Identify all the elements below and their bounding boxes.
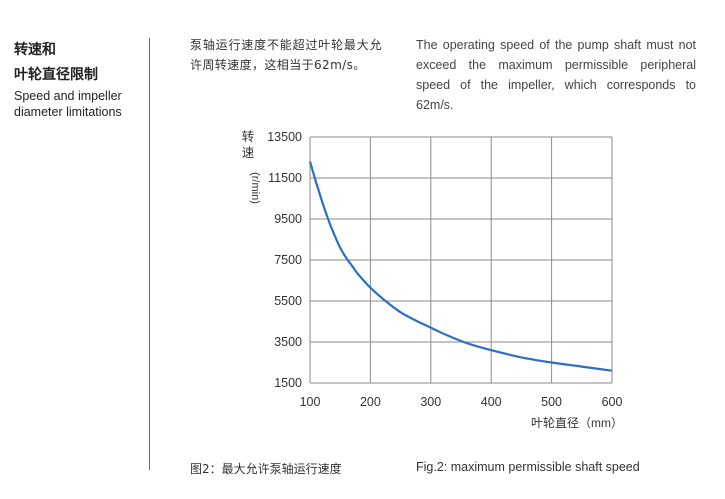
y-tick-label-0: 13500 [267,130,302,144]
y-tick-labels: 13500 11500 9500 7500 5500 3500 1500 [267,130,302,390]
y-tick-label-4: 5500 [274,294,302,308]
y-tick-label-6: 1500 [274,376,302,390]
section-heading: 转速和 叶轮直径限制 Speed and impeller diameter l… [14,38,139,120]
section-title-zh-line2: 叶轮直径限制 [14,67,98,83]
x-tick-label-1: 200 [360,395,381,409]
x-tick-label-5: 600 [602,395,623,409]
figure-caption-zh: 图2：最大允许泵轴运行速度 [190,462,342,476]
y-tick-label-1: 11500 [268,171,302,185]
y-axis-label-char-1: 转 [242,129,255,144]
speed-curve [308,161,613,372]
x-tick-label-3: 400 [481,395,502,409]
x-tick-label-2: 300 [420,395,441,409]
vertical-divider [149,38,150,470]
y-axis-label-char-2: 速 [242,146,255,160]
description-zh: 泵轴运行速度不能超过叶轮最大允许周转速度，这相当于62m/s。 [190,38,382,72]
description-en: The operating speed of the pump shaft mu… [416,38,696,112]
x-tick-label-0: 100 [300,395,321,409]
figure-caption-en: Fig.2: maximum permissible shaft speed [416,460,640,474]
section-title-zh-line1: 转速和 [14,42,56,58]
y-tick-label-3: 7500 [274,253,302,267]
chart-grid [309,136,613,384]
section-title-en: Speed and impeller diameter limitations [14,89,122,119]
x-axis-label: 叶轮直径（mm） [531,416,623,430]
y-axis-label-unit: (r/min) [249,172,261,204]
x-tick-labels: 100 200 300 400 500 600 [300,395,623,409]
x-tick-label-4: 500 [541,395,562,409]
y-tick-label-2: 9500 [274,212,302,226]
y-tick-label-5: 3500 [274,335,302,349]
speed-diameter-chart: 13500 11500 9500 7500 5500 3500 1500 100 200 300… [242,129,623,430]
